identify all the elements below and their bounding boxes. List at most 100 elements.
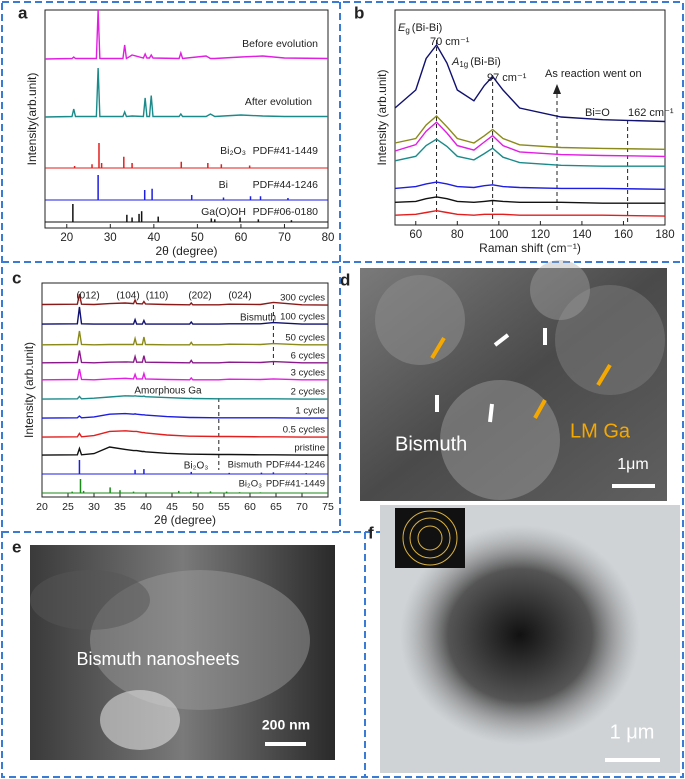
- annotation: (104): [116, 291, 139, 302]
- x-tick-label: 30: [88, 501, 100, 513]
- x-tick-label: 75: [322, 501, 334, 513]
- series-label: 300 cycles: [280, 293, 325, 304]
- x-tick-label: 25: [62, 501, 74, 513]
- x-tick-label: 60: [235, 232, 248, 244]
- pattern-line: [41, 430, 328, 438]
- x-tick-label: 65: [270, 501, 282, 513]
- series-label: Bi₂O₃: [239, 479, 263, 490]
- annotation: (012): [76, 291, 99, 302]
- series-label: Bi: [219, 179, 228, 191]
- annotation: (110): [146, 291, 169, 302]
- annotation-part: (Bi-Bi): [412, 22, 443, 34]
- x-axis-label: Raman shift (cm⁻¹): [479, 241, 581, 255]
- series-label: 2 cycles: [291, 387, 326, 398]
- pattern-line: [394, 43, 666, 123]
- annotation: Bi=O: [585, 107, 610, 119]
- annotation: 162 cm⁻¹: [628, 107, 674, 119]
- x-axis-label: 2θ (degree): [154, 513, 216, 527]
- y-axis-label: Intensity (arb.unit): [375, 69, 389, 165]
- annotation: (024): [228, 291, 251, 302]
- pattern-line: [44, 9, 329, 60]
- series-card: PDF#44-1246: [253, 179, 319, 191]
- pattern-line: [394, 115, 666, 150]
- x-tick-label: 120: [531, 229, 550, 241]
- x-axis-label: 2θ (degree): [155, 244, 217, 258]
- annotation-part: E: [398, 22, 406, 34]
- y-axis-label: Intensity (arb.unit): [22, 342, 36, 438]
- image-label: LM Ga: [570, 420, 631, 442]
- panel-letter: a: [18, 3, 28, 22]
- annotation: As reaction went on: [545, 68, 642, 80]
- annotation: Bi₂O₃: [184, 461, 209, 472]
- series-card: PDF#06-0180: [253, 206, 319, 218]
- annotation: 70 cm⁻¹: [430, 36, 470, 48]
- series-label: 0.5 cycles: [283, 425, 325, 436]
- series-card: PDF#44-1246: [266, 460, 325, 471]
- sem-image-e: [30, 545, 335, 760]
- panel-letter: f: [368, 523, 374, 542]
- pattern-line: [41, 293, 329, 306]
- annotation: 97 cm⁻¹: [487, 72, 527, 84]
- annotation: Bismuth: [240, 313, 276, 324]
- panel-letter: c: [12, 268, 21, 287]
- series-label: Bismuth: [228, 460, 262, 471]
- series-label: Bi₂O₃: [220, 145, 246, 157]
- pattern-line: [394, 121, 666, 158]
- x-tick-label: 70: [278, 232, 291, 244]
- x-tick-label: 45: [166, 501, 178, 513]
- pattern-line: [41, 412, 328, 419]
- x-tick-label: 40: [147, 232, 160, 244]
- pattern-line: [41, 395, 328, 400]
- series-label: 6 cycles: [291, 351, 326, 362]
- x-tick-label: 60: [244, 501, 256, 513]
- annotation-part: A: [451, 56, 459, 68]
- tem-image-f: [380, 505, 680, 773]
- x-tick-label: 140: [572, 229, 591, 241]
- panel-letter: b: [354, 3, 364, 22]
- series-label: 3 cycles: [291, 368, 326, 379]
- x-tick-label: 20: [36, 501, 48, 513]
- pattern-line: [41, 350, 328, 364]
- pattern-line: [41, 368, 328, 381]
- panel-letter: d: [340, 270, 350, 289]
- x-tick-label: 70: [296, 501, 308, 513]
- pattern-line: [394, 181, 666, 190]
- annotation-part: g: [405, 26, 409, 35]
- plot-frame: [394, 9, 666, 226]
- panel-letter: e: [12, 537, 21, 556]
- annotation-part: (Bi-Bi): [470, 56, 501, 68]
- scale-label: 1μm: [617, 456, 648, 473]
- image-label: Bismuth: [395, 433, 467, 455]
- x-tick-label: 55: [218, 501, 230, 513]
- x-tick-label: 35: [114, 501, 126, 513]
- series-label: After evolution: [245, 96, 312, 108]
- series-label: 1 cycle: [295, 406, 325, 417]
- annotation: A1g (Bi-Bi): [451, 56, 501, 69]
- annotation-part: 1g: [459, 60, 468, 69]
- annotation: Eg (Bi-Bi): [398, 22, 442, 35]
- scale-label: 1 μm: [610, 721, 655, 743]
- x-tick-label: 40: [140, 501, 152, 513]
- x-tick-label: 160: [614, 229, 633, 241]
- x-tick-label: 50: [192, 501, 204, 513]
- x-tick-label: 20: [60, 232, 73, 244]
- pattern-line: [44, 67, 328, 118]
- x-tick-label: 50: [191, 232, 204, 244]
- pattern-line: [394, 196, 665, 204]
- annotation: (202): [188, 291, 211, 302]
- x-tick-label: 80: [322, 232, 335, 244]
- series-label: 100 cycles: [280, 312, 325, 323]
- plot-frame: [44, 9, 329, 229]
- image-label: Bismuth nanosheets: [76, 649, 239, 669]
- series-label: 50 cycles: [285, 333, 325, 344]
- series-label: Ga(O)OH: [201, 206, 246, 218]
- x-tick-label: 100: [489, 229, 508, 241]
- x-tick-label: 60: [409, 229, 422, 241]
- series-label: Before evolution: [242, 38, 318, 50]
- pattern-line: [394, 209, 666, 217]
- sem-image-d: [360, 260, 667, 501]
- x-tick-label: 30: [104, 232, 117, 244]
- annotation: Amorphous Ga: [134, 386, 202, 397]
